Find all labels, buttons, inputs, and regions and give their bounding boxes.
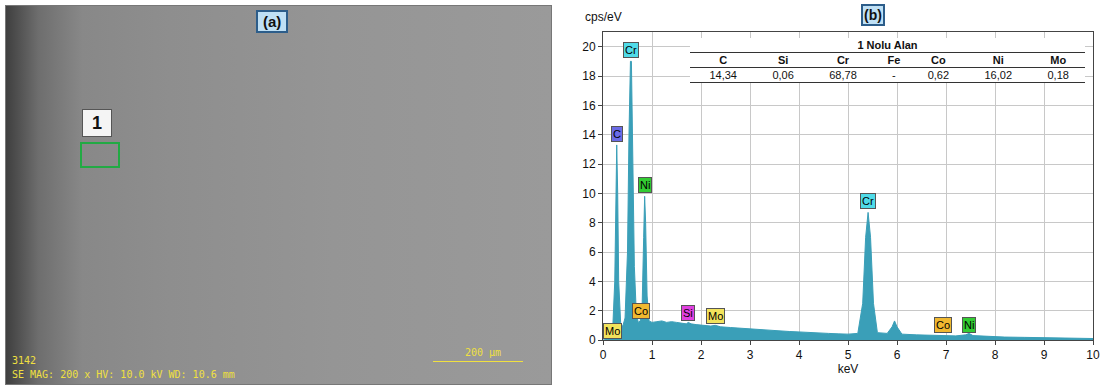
svg-text:Co: Co	[634, 305, 648, 317]
svg-text:2: 2	[589, 304, 596, 318]
svg-text:Cr: Cr	[625, 44, 637, 56]
svg-text:20: 20	[582, 40, 596, 54]
svg-text:(b): (b)	[864, 7, 882, 23]
html-text:Cr: Cr	[836, 54, 850, 66]
html-text:Fe: Fe	[887, 54, 901, 66]
html-text:200 µm: 200 µm	[464, 347, 501, 358]
svg-text:Mo: Mo	[708, 310, 723, 322]
svg-text:10: 10	[582, 187, 596, 201]
svg-text:C: C	[613, 128, 621, 140]
svg-text:Ni: Ni	[640, 179, 650, 191]
svg-text:2: 2	[698, 348, 705, 362]
html-text:0,06: 0,06	[772, 69, 794, 81]
svg-text:8: 8	[992, 348, 999, 362]
html-text:(a): (a)	[263, 13, 282, 30]
html-text:1 Nolu Alan: 1 Nolu Alan	[857, 39, 918, 51]
svg-text:Cr: Cr	[862, 195, 874, 207]
svg-text:8: 8	[589, 216, 596, 230]
html-text:SE MAG: 200 x HV: 10.0 kV WD:: SE MAG: 200 x HV: 10.0 kV WD: 10.6 mm	[12, 369, 235, 380]
svg-text:14: 14	[582, 128, 596, 142]
html-text:C: C	[719, 54, 728, 66]
html-text:14,34: 14,34	[709, 69, 737, 81]
html-text:Si: Si	[777, 54, 789, 66]
svg-text:16: 16	[582, 99, 596, 113]
html-text:Co: Co	[931, 54, 946, 66]
html-text:68,78: 68,78	[829, 69, 857, 81]
svg-text:cps/eV: cps/eV	[585, 10, 622, 24]
html-text:1: 1	[92, 113, 102, 133]
html-text:Ni: Ni	[992, 54, 1004, 66]
html-text:16,02: 16,02	[984, 69, 1012, 81]
html-text:Mo: Mo	[1050, 54, 1067, 66]
html-text:3142: 3142	[12, 355, 37, 366]
svg-text:10: 10	[1086, 348, 1100, 362]
svg-text:Co: Co	[936, 319, 950, 331]
svg-text:3: 3	[747, 348, 754, 362]
html-text:0,18: 0,18	[1047, 69, 1069, 81]
svg-text:4: 4	[589, 275, 596, 289]
svg-text:0: 0	[589, 333, 596, 347]
svg-text:9: 9	[1041, 348, 1048, 362]
svg-text:4: 4	[796, 348, 803, 362]
svg-text:12: 12	[582, 157, 596, 171]
svg-text:6: 6	[894, 348, 901, 362]
svg-text:5: 5	[845, 348, 852, 362]
svg-text:6: 6	[589, 245, 596, 259]
svg-text:18: 18	[582, 69, 596, 83]
svg-text:Mo: Mo	[605, 325, 620, 337]
svg-text:1: 1	[649, 348, 656, 362]
svg-text:7: 7	[943, 348, 950, 362]
svg-text:Ni: Ni	[964, 319, 974, 331]
html-text:0,62: 0,62	[927, 69, 950, 81]
svg-text:Si: Si	[683, 307, 693, 319]
svg-text:keV: keV	[838, 362, 859, 376]
svg-text:0: 0	[600, 348, 607, 362]
